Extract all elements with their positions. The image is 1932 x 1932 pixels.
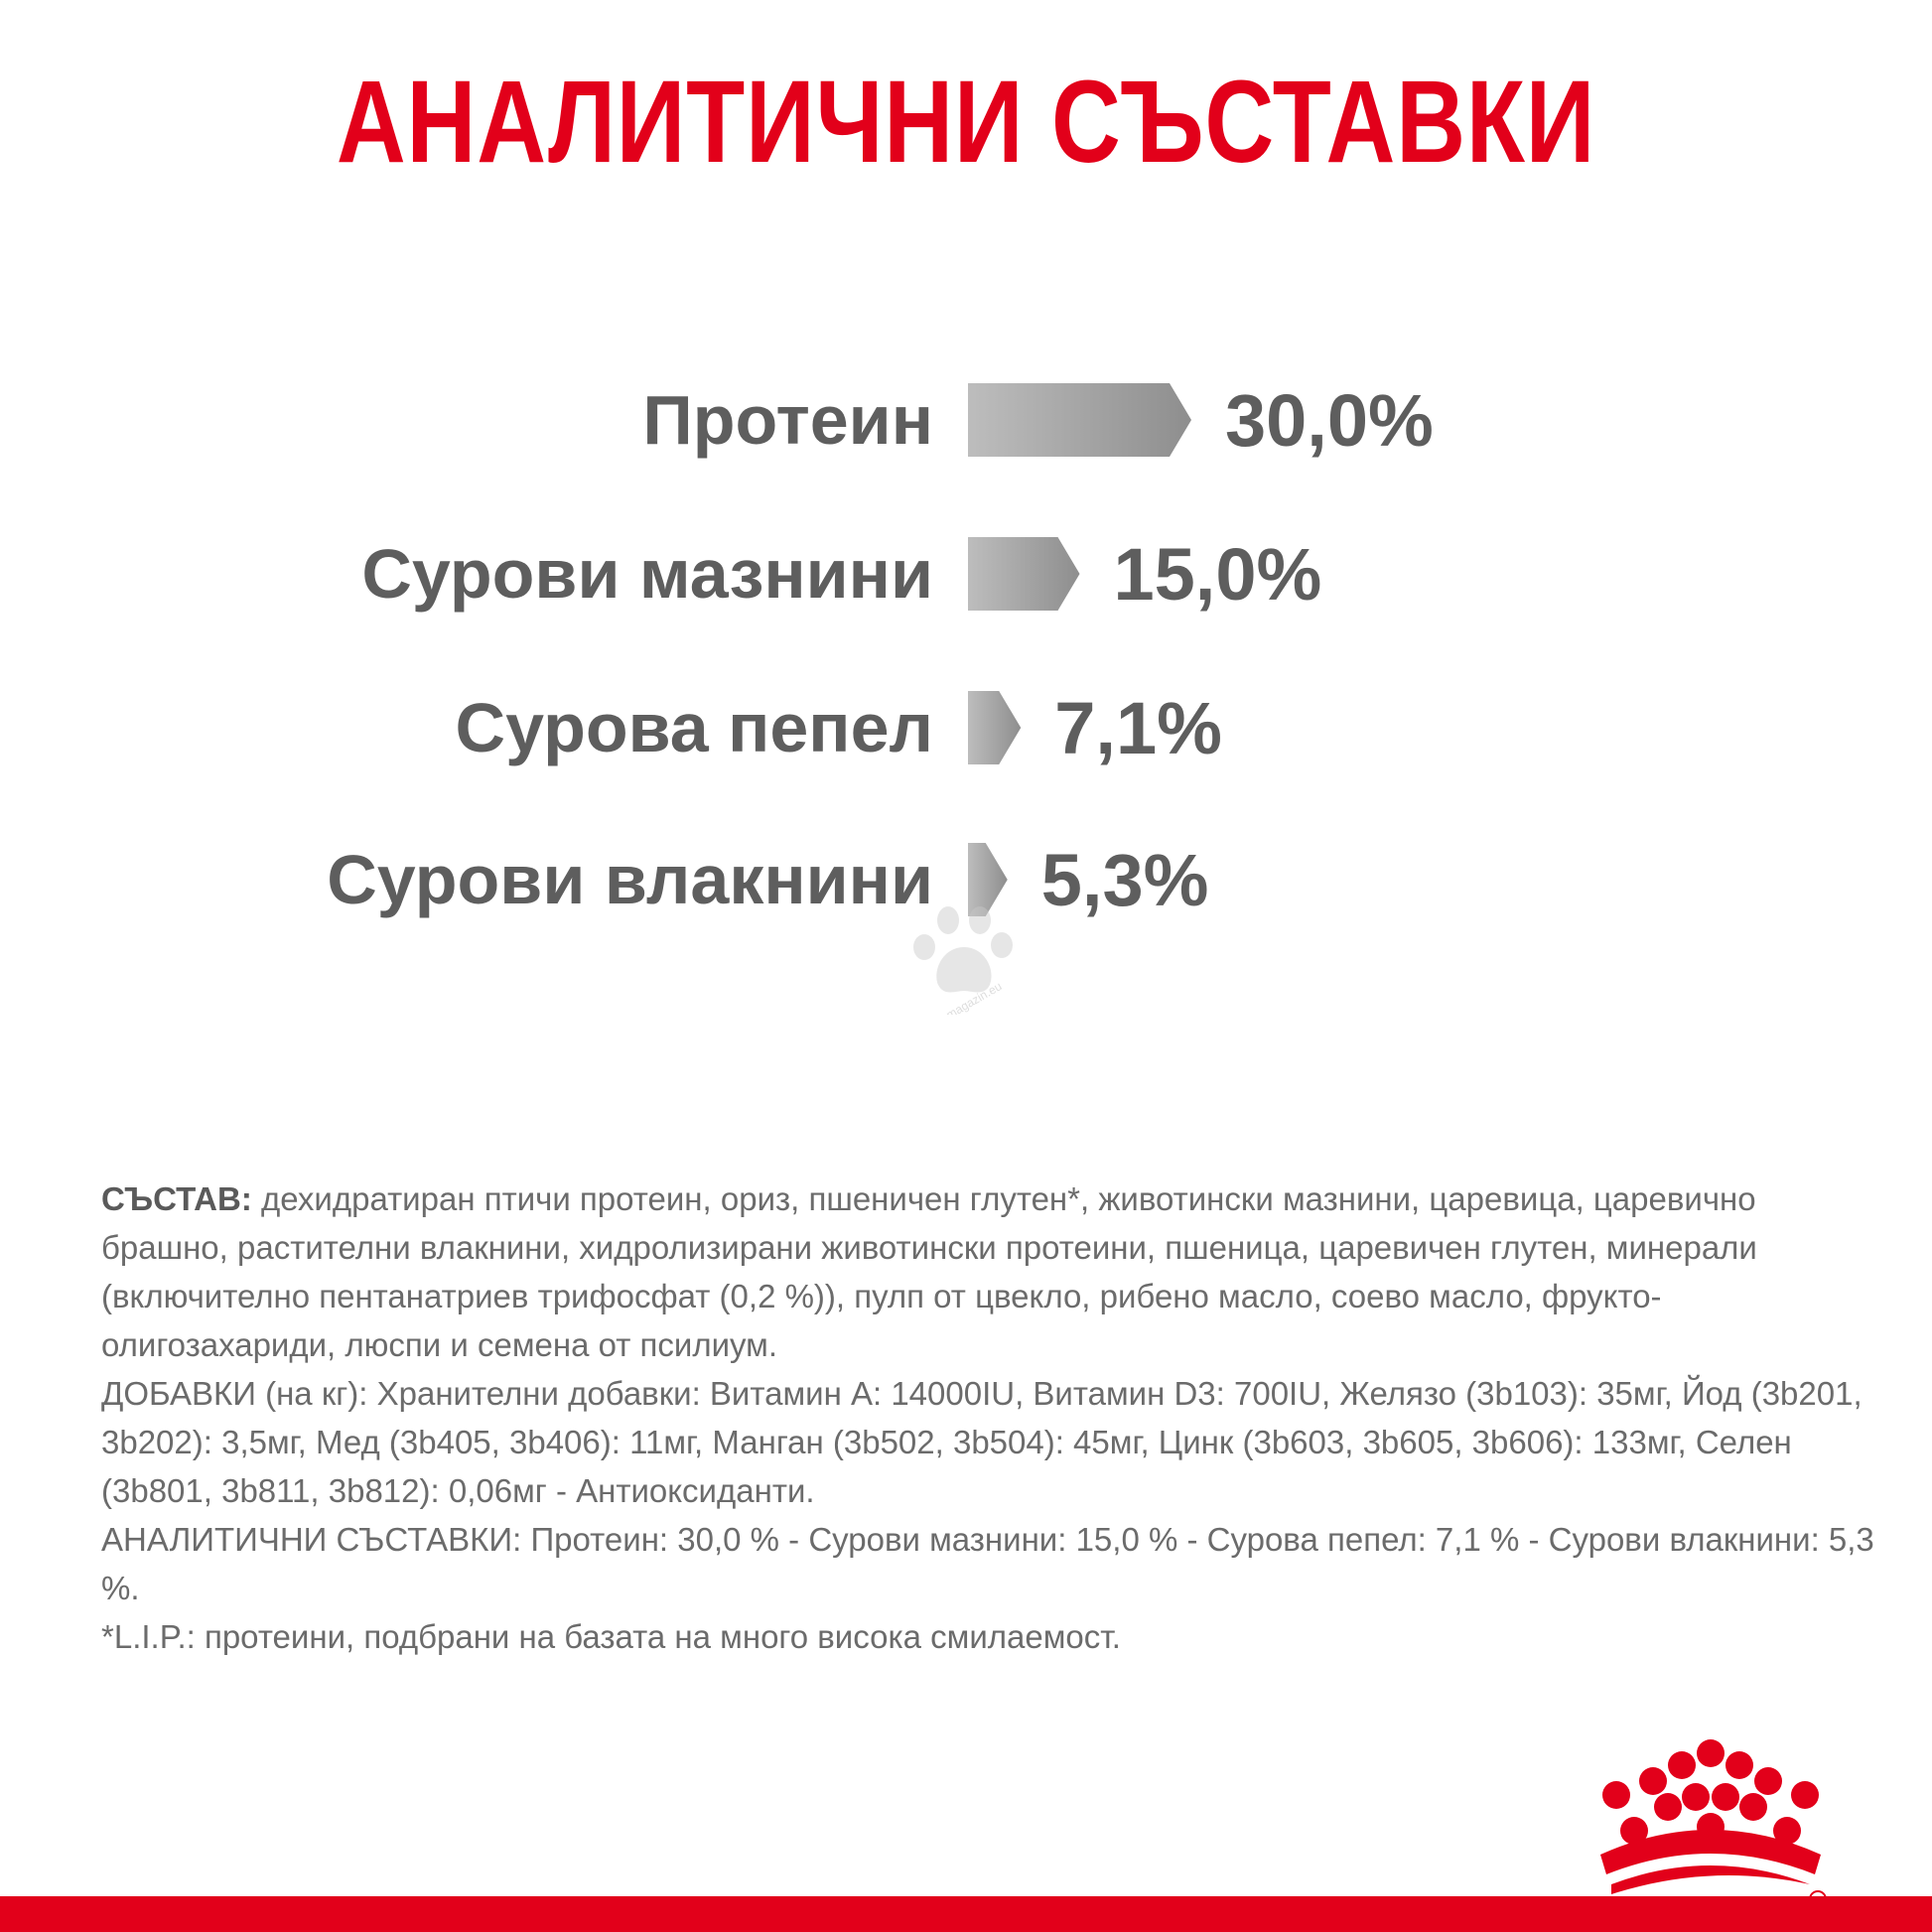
bar-0 — [968, 383, 1191, 457]
footer-bar — [0, 1896, 1932, 1932]
category-label-0: Протеин — [642, 381, 933, 459]
page-title: АНАЛИТИЧНИ СЪСТАВКИ — [336, 57, 1596, 188]
value-label-2: 7,1% — [1054, 687, 1222, 769]
value-label-1: 15,0% — [1114, 533, 1322, 616]
category-label-2: Сурова пепел — [456, 689, 933, 766]
watermark: zoomagazin.eu — [898, 896, 1037, 1032]
category-label-1: Сурови мазнини — [361, 535, 933, 613]
ingredients-paragraph: СЪСТАВ: дехидратиран птичи протеин, ориз… — [101, 1174, 1878, 1369]
category-label-3: Сурови влакнини — [327, 841, 933, 918]
nutrient-bar-chart: Протеин 30,0% Сурови мазнини 15,0% Сурова пе… — [327, 379, 1434, 921]
value-label-3: 5,3% — [1041, 839, 1209, 921]
paw-icon — [913, 906, 1013, 993]
bar-2 — [968, 691, 1022, 764]
ingredients-text: дехидратиран птичи протеин, ориз, пшенич… — [101, 1180, 1757, 1363]
composition-lead: СЪСТАВ: — [101, 1180, 252, 1217]
value-label-0: 30,0% — [1225, 379, 1434, 462]
footnote: *L.I.P.: протеини, подбрани на базата на… — [101, 1618, 1121, 1655]
analytical-paragraph: АНАЛИТИЧНИ СЪСТАВКИ: Протеин: 30,0 % - С… — [101, 1521, 1874, 1606]
bar-3 — [968, 843, 1008, 916]
additives-paragraph: ДОБАВКИ (на кг): Хранителни добавки: Вит… — [101, 1375, 1863, 1509]
crown-logo-icon: R — [1587, 1735, 1835, 1929]
bar-1 — [968, 537, 1080, 611]
composition-text: СЪСТАВ: дехидратиран птичи протеин, ориз… — [101, 1174, 1878, 1661]
